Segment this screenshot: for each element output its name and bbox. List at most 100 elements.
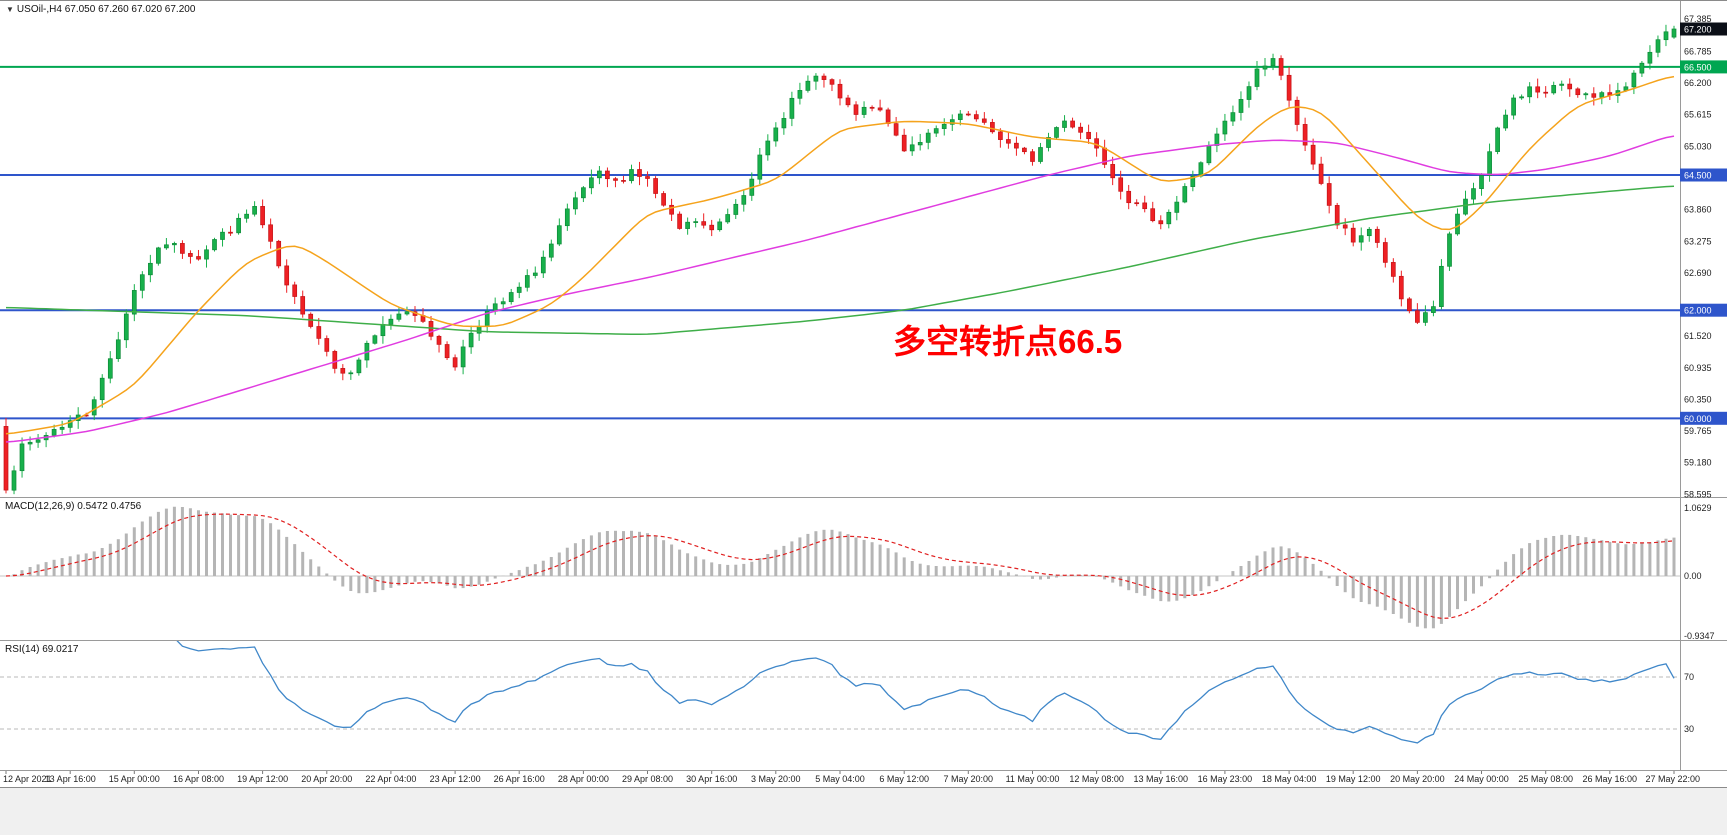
candle bbox=[27, 441, 33, 445]
candle bbox=[1350, 227, 1356, 243]
candle bbox=[1182, 186, 1188, 203]
rsi-label: RSI(14) 69.0217 bbox=[5, 644, 79, 655]
candle bbox=[845, 97, 851, 106]
candle bbox=[990, 122, 995, 133]
candle bbox=[1358, 235, 1364, 243]
candle bbox=[156, 247, 161, 264]
candle bbox=[1439, 265, 1444, 307]
candle bbox=[1222, 120, 1228, 135]
macd-layer bbox=[0, 506, 1681, 629]
price-level-badge-label: 67.200 bbox=[1684, 25, 1712, 35]
chart-title: ▼ USOil-,H4 67.050 67.260 67.020 67.200 bbox=[6, 4, 195, 15]
price-tick-label: 67.385 bbox=[1684, 14, 1712, 24]
candle bbox=[1559, 83, 1565, 86]
price-level-badge bbox=[1680, 22, 1727, 36]
candle bbox=[1583, 93, 1589, 96]
candle bbox=[11, 470, 17, 491]
candle bbox=[324, 338, 330, 352]
annotation-text[interactable]: 多空转折点66.5 bbox=[893, 323, 1123, 360]
candle bbox=[67, 420, 73, 428]
candle bbox=[709, 224, 715, 231]
candle bbox=[1142, 202, 1148, 210]
candle bbox=[781, 118, 787, 129]
price-level-badge bbox=[1680, 60, 1727, 74]
candle bbox=[1511, 97, 1516, 116]
candle bbox=[220, 231, 225, 240]
candle bbox=[1551, 85, 1557, 94]
candle bbox=[1334, 205, 1340, 226]
price-tick-label: 63.860 bbox=[1684, 205, 1712, 215]
candle bbox=[1567, 83, 1573, 90]
candle bbox=[1318, 163, 1324, 184]
candle bbox=[733, 203, 739, 215]
candle bbox=[292, 284, 298, 297]
rsi-layer bbox=[0, 641, 1681, 744]
candle bbox=[1495, 127, 1500, 152]
horizontal-levels bbox=[0, 65, 1681, 420]
candle bbox=[300, 296, 306, 315]
chart-frame[interactable]: 67.385 66.785 66.200 65.615 65.030 63.860 63.2… bbox=[0, 0, 1727, 788]
candle bbox=[813, 75, 819, 82]
candle bbox=[1150, 208, 1156, 222]
candle bbox=[372, 335, 378, 344]
price-level-badge bbox=[1680, 168, 1727, 182]
time-tick-label: 12 Apr 2021 bbox=[3, 774, 52, 784]
price-axis[interactable]: 67.385 66.785 66.200 65.615 65.030 63.860 63.2… bbox=[1680, 14, 1727, 499]
candle bbox=[1398, 275, 1404, 300]
candle bbox=[837, 83, 843, 99]
time-tick-label: 11 May 00:00 bbox=[1006, 774, 1060, 784]
time-tick-label: 16 May 23:00 bbox=[1198, 774, 1253, 784]
candle bbox=[396, 313, 402, 320]
candle bbox=[933, 128, 939, 134]
candle bbox=[941, 123, 947, 129]
candle bbox=[853, 104, 859, 115]
candle bbox=[677, 213, 682, 229]
candle bbox=[877, 107, 883, 111]
time-tick-label: 7 May 20:00 bbox=[944, 774, 994, 784]
candle bbox=[1014, 142, 1019, 149]
candle bbox=[685, 221, 690, 229]
time-tick-label: 25 May 08:00 bbox=[1518, 774, 1573, 784]
candle bbox=[981, 118, 987, 123]
price-level-badge-label: 62.000 bbox=[1684, 306, 1712, 316]
candle bbox=[1078, 126, 1083, 133]
candle bbox=[901, 134, 907, 152]
candle bbox=[51, 429, 57, 436]
candle bbox=[1070, 120, 1075, 128]
candle bbox=[332, 351, 338, 369]
candle bbox=[1479, 175, 1484, 189]
ma-line-slow-green bbox=[5, 185, 1675, 336]
price-tick-label: 60.935 bbox=[1684, 363, 1712, 373]
macd-tick-label: 0.00 bbox=[1684, 571, 1702, 581]
candle bbox=[637, 169, 642, 177]
candle bbox=[1431, 306, 1436, 313]
candle bbox=[653, 178, 658, 194]
candle bbox=[1631, 72, 1637, 88]
candle bbox=[893, 123, 899, 136]
candle bbox=[1663, 31, 1669, 41]
candle bbox=[1254, 68, 1260, 87]
candle bbox=[1054, 127, 1059, 138]
candle bbox=[1326, 183, 1332, 206]
candle bbox=[476, 325, 482, 334]
candle bbox=[1599, 92, 1605, 98]
candle bbox=[1519, 96, 1524, 99]
window-footer bbox=[0, 788, 1727, 835]
candle bbox=[757, 154, 763, 180]
candle bbox=[508, 292, 514, 303]
ma-line-medium-magenta bbox=[5, 135, 1675, 443]
candle bbox=[172, 243, 177, 246]
candle bbox=[1639, 62, 1645, 74]
time-tick-label: 23 Apr 12:00 bbox=[430, 774, 481, 784]
price-tick-label: 59.180 bbox=[1684, 458, 1712, 468]
indicator-axis[interactable]: 1.0629 0.00 -0.9347 70 30 bbox=[1684, 503, 1715, 734]
time-tick-label: 19 Apr 12:00 bbox=[237, 774, 288, 784]
candle bbox=[821, 75, 827, 80]
time-tick-label: 3 May 20:00 bbox=[751, 774, 801, 784]
candle bbox=[1030, 151, 1035, 162]
candle bbox=[765, 140, 771, 156]
candle bbox=[621, 180, 626, 182]
symbol-dropdown-icon[interactable]: ▼ bbox=[6, 5, 14, 14]
chart-canvas[interactable]: 67.385 66.785 66.200 65.615 65.030 63.860 63.2… bbox=[0, 1, 1727, 789]
